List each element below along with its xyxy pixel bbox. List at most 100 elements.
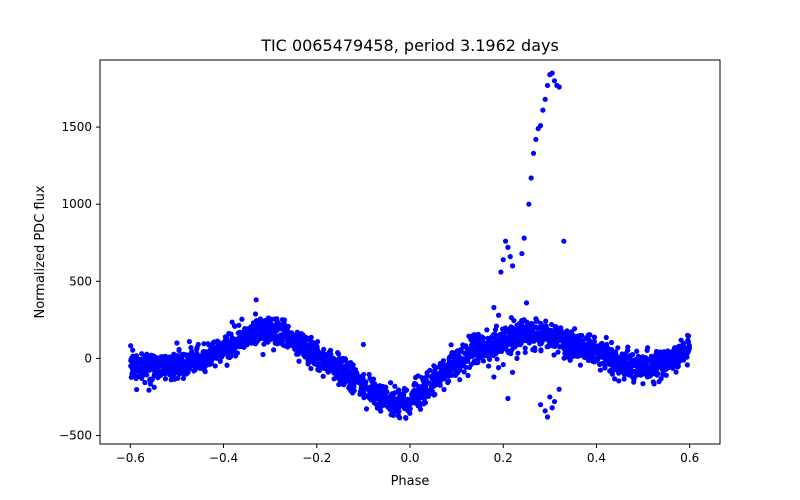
data-point <box>381 384 388 390</box>
y-tick-label: 1000 <box>61 197 92 211</box>
data-point <box>643 361 649 367</box>
data-point <box>558 334 564 340</box>
data-point <box>363 406 370 412</box>
data-point <box>445 379 451 386</box>
data-point <box>503 342 510 348</box>
data-point <box>267 334 273 340</box>
data-point <box>136 357 143 363</box>
data-point <box>537 122 544 129</box>
data-point <box>374 405 380 411</box>
data-point <box>448 342 454 348</box>
data-point <box>549 70 555 76</box>
data-point <box>484 327 490 333</box>
data-point <box>207 350 214 356</box>
data-point <box>429 388 436 395</box>
y-tick-label: 500 <box>69 274 92 288</box>
data-point <box>171 359 178 365</box>
data-point <box>192 367 198 373</box>
data-point <box>599 354 605 360</box>
data-point <box>685 333 692 339</box>
x-tick-label: −0.4 <box>209 451 238 465</box>
data-point <box>470 348 476 354</box>
data-point <box>369 388 376 394</box>
data-point <box>306 337 312 343</box>
data-point <box>662 363 668 370</box>
data-point <box>567 357 573 363</box>
data-point <box>341 382 347 388</box>
data-point <box>562 337 568 343</box>
data-point <box>425 393 431 399</box>
data-point <box>485 353 491 359</box>
data-point <box>295 335 301 341</box>
data-point <box>558 327 564 333</box>
data-point <box>674 357 680 363</box>
data-point <box>477 352 483 358</box>
data-point <box>206 361 213 368</box>
data-point <box>157 356 164 362</box>
data-point <box>285 344 291 350</box>
data-point <box>412 400 418 406</box>
data-point <box>286 338 292 345</box>
data-point <box>419 390 425 397</box>
data-point <box>309 339 316 346</box>
data-point <box>585 347 591 353</box>
data-point <box>530 150 537 156</box>
data-point <box>194 346 200 352</box>
data-point <box>664 355 670 361</box>
data-point <box>611 358 617 364</box>
data-point <box>526 329 532 335</box>
data-point <box>471 336 478 342</box>
data-point <box>218 349 224 356</box>
data-point <box>285 323 291 330</box>
x-axis-label: Phase <box>391 474 430 489</box>
data-point <box>603 349 610 356</box>
data-point <box>312 346 318 352</box>
data-point <box>226 330 232 337</box>
chart-title: TIC 0065479458, period 3.1962 days <box>260 36 559 55</box>
data-point <box>402 387 409 393</box>
data-point <box>156 372 162 378</box>
data-point <box>349 372 355 378</box>
data-point <box>461 369 467 375</box>
data-point <box>210 340 216 346</box>
data-point <box>640 354 646 360</box>
data-point <box>219 340 226 346</box>
data-point <box>616 378 622 384</box>
data-point <box>392 383 398 389</box>
x-tick-label: −0.2 <box>302 451 331 465</box>
data-point <box>672 345 678 351</box>
data-point <box>202 368 208 374</box>
data-point <box>147 381 154 387</box>
data-point <box>308 349 314 355</box>
data-point <box>178 365 185 371</box>
data-point <box>623 359 629 366</box>
data-point <box>546 338 552 344</box>
data-point <box>656 353 663 359</box>
data-point <box>265 339 271 345</box>
data-point <box>396 404 402 410</box>
data-point <box>414 395 420 401</box>
data-point <box>638 372 644 378</box>
data-point <box>553 327 559 333</box>
data-point <box>551 398 558 405</box>
data-point <box>491 304 497 311</box>
data-point <box>487 339 493 346</box>
data-point <box>162 361 168 367</box>
data-point <box>515 350 521 356</box>
data-point <box>129 371 135 377</box>
data-point <box>568 334 574 340</box>
data-point <box>350 362 356 368</box>
data-point <box>139 375 145 381</box>
data-point <box>542 96 548 102</box>
data-point <box>632 362 638 369</box>
data-point <box>457 367 463 373</box>
data-point <box>266 318 272 325</box>
data-point <box>279 337 286 344</box>
data-point <box>543 318 549 324</box>
data-point <box>491 374 497 380</box>
data-point <box>152 364 158 370</box>
data-point <box>673 369 679 375</box>
data-point <box>417 403 423 409</box>
data-point <box>236 322 242 328</box>
data-point <box>494 348 500 354</box>
